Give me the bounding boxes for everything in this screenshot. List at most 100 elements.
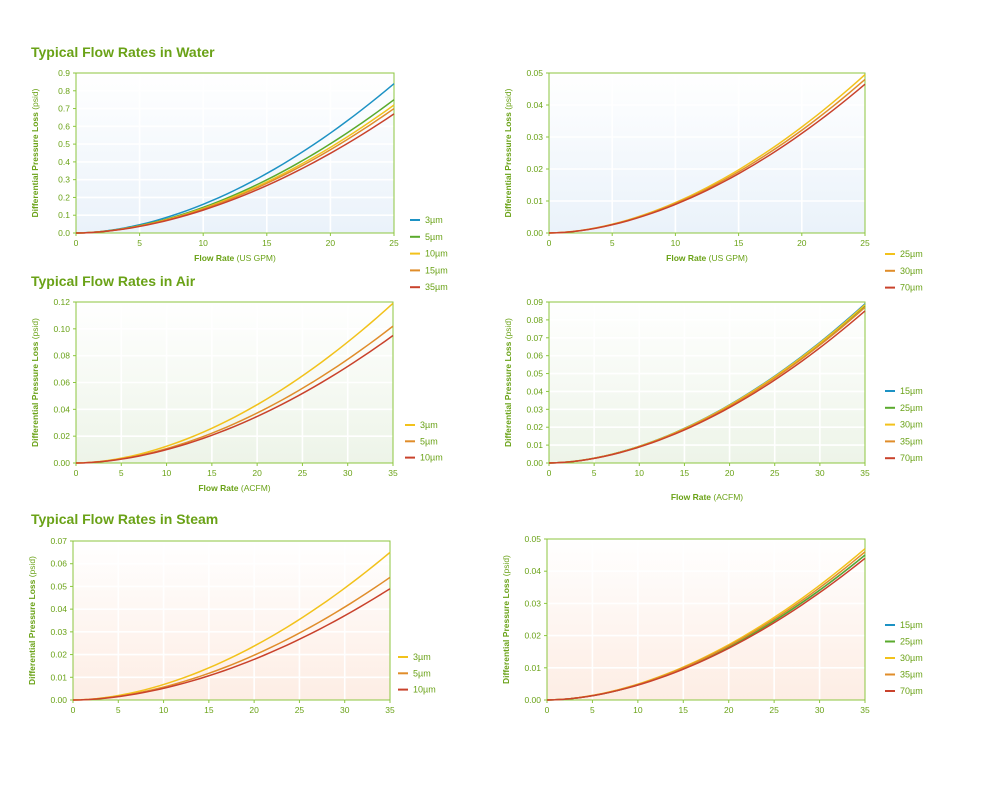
x-tick-label: 5 (590, 705, 595, 715)
legend-label: 3µm (425, 215, 443, 225)
y-tick-label: 0.08 (526, 315, 543, 325)
legend-label: 10µm (413, 685, 436, 695)
y-tick-label: 0.00 (53, 458, 70, 468)
y-tick-label: 0.3 (58, 175, 70, 185)
x-tick-label: 0 (545, 705, 550, 715)
y-tick-label: 0.1 (58, 210, 70, 220)
y-tick-label: 0.2 (58, 192, 70, 202)
x-tick-label: 15 (734, 238, 744, 248)
y-axis-title: Differential Pressure Loss (psid) (503, 318, 513, 447)
x-axis-title: Flow Rate (ACFM) (671, 492, 743, 502)
x-tick-label: 15 (204, 705, 214, 715)
x-tick-label: 0 (71, 705, 76, 715)
y-axis-title: Differential Pressure Loss (psid) (30, 318, 40, 447)
x-tick-label: 0 (74, 238, 79, 248)
series-line-10µm (72, 588, 391, 701)
x-tick-label: 10 (635, 468, 645, 478)
x-tick-label: 25 (769, 705, 779, 715)
legend-label: 5µm (413, 668, 431, 678)
legend-label: 3µm (413, 652, 431, 662)
x-tick-label: 20 (249, 705, 259, 715)
y-tick-label: 0.05 (524, 534, 541, 544)
legend-label: 30µm (900, 653, 923, 663)
legend-label: 35µm (900, 436, 923, 446)
series-line-35µm (75, 113, 395, 234)
plot-frame (75, 72, 395, 234)
y-tick-label: 0.03 (526, 404, 543, 414)
plot-area (549, 73, 865, 233)
y-tick-label: 0.04 (526, 386, 543, 396)
x-tick-label: 5 (119, 468, 124, 478)
x-tick-label: 25 (389, 238, 399, 248)
y-tick-label: 0.4 (58, 157, 70, 167)
series-line-3µm (72, 551, 391, 701)
x-tick-label: 5 (137, 238, 142, 248)
y-tick-label: 0.12 (53, 297, 70, 307)
y-tick-label: 0.02 (524, 631, 541, 641)
y-axis-title: Differential Pressure Loss (psid) (27, 556, 37, 685)
y-tick-label: 0.9 (58, 68, 70, 78)
x-tick-label: 5 (592, 468, 597, 478)
x-axis-title: Flow Rate (US GPM) (194, 253, 276, 263)
legend-label: 10µm (420, 453, 443, 463)
y-tick-label: 0.6 (58, 121, 70, 131)
legend-label: 15µm (425, 265, 448, 275)
y-tick-label: 0.02 (526, 422, 543, 432)
y-tick-label: 0.06 (50, 559, 67, 569)
x-tick-label: 25 (860, 238, 870, 248)
x-tick-label: 0 (547, 468, 552, 478)
x-tick-label: 25 (295, 705, 305, 715)
y-tick-label: 0.03 (524, 598, 541, 608)
y-tick-label: 0.02 (53, 431, 70, 441)
legend-label: 25µm (900, 249, 923, 259)
y-tick-label: 0.04 (526, 100, 543, 110)
plot-area (73, 541, 390, 700)
legend-label: 70µm (900, 453, 923, 463)
x-tick-label: 10 (198, 238, 208, 248)
x-tick-label: 15 (680, 468, 690, 478)
x-tick-label: 15 (207, 468, 217, 478)
x-tick-label: 0 (74, 468, 79, 478)
y-tick-label: 0.5 (58, 139, 70, 149)
y-tick-label: 0.00 (526, 458, 543, 468)
y-axis-title: Differential Pressure Loss (psid) (501, 555, 511, 684)
x-tick-label: 25 (298, 468, 308, 478)
y-tick-label: 0.08 (53, 351, 70, 361)
x-tick-label: 20 (326, 238, 336, 248)
series-line-70µm (548, 83, 866, 234)
plot-frame (546, 538, 866, 701)
legend-label: 3µm (420, 420, 438, 430)
y-tick-label: 0.05 (526, 68, 543, 78)
legend-label: 15µm (900, 386, 923, 396)
x-tick-label: 20 (252, 468, 262, 478)
y-tick-label: 0.06 (526, 351, 543, 361)
steam-chart-right: 0 5 10 15 20 25 30 35 0.00 0.01 0.02 0.03 0.04 0.05 Di… (501, 534, 923, 715)
y-tick-label: 0.7 (58, 104, 70, 114)
x-tick-label: 30 (340, 705, 350, 715)
y-tick-label: 0.03 (50, 627, 67, 637)
y-tick-label: 0.07 (526, 333, 543, 343)
y-tick-label: 0.05 (50, 581, 67, 591)
legend-label: 35µm (900, 670, 923, 680)
legend-label: 30µm (900, 420, 923, 430)
y-tick-label: 0.01 (526, 440, 543, 450)
y-tick-label: 0.04 (50, 604, 67, 614)
y-tick-label: 0.8 (58, 86, 70, 96)
steam-chart-left: 0 5 10 15 20 25 30 35 0.00 0.01 0.02 0.03 0.04 0.05 0.… (27, 536, 436, 715)
air-chart-left: 0 5 10 15 20 25 30 35 0.00 0.02 0.04 0.06 0.08 0.10 0.… (30, 297, 443, 493)
legend-label: 15µm (900, 620, 923, 630)
legend-label: 30µm (900, 266, 923, 276)
legend-label: 25µm (900, 403, 923, 413)
plot-frame (548, 301, 866, 464)
y-tick-label: 0.01 (524, 663, 541, 673)
legend-label: 5µm (420, 436, 438, 446)
y-tick-label: 0.02 (50, 650, 67, 660)
legend-label: 70µm (900, 686, 923, 696)
x-tick-label: 10 (159, 705, 169, 715)
x-axis-title: Flow Rate (ACFM) (198, 483, 270, 493)
legend-label: 70µm (900, 283, 923, 293)
legend-label: 25µm (900, 637, 923, 647)
y-tick-label: 0.09 (526, 297, 543, 307)
x-tick-label: 15 (679, 705, 689, 715)
y-tick-label: 0.07 (50, 536, 67, 546)
